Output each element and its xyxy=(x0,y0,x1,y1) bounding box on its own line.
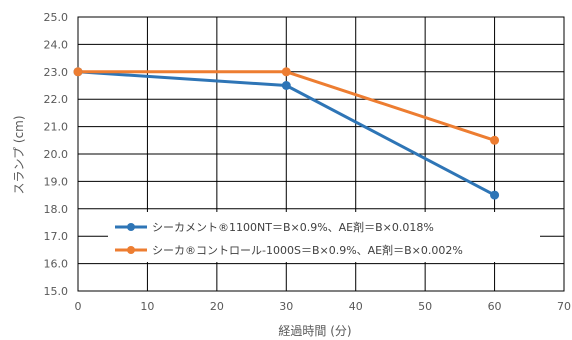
axes xyxy=(77,16,565,292)
x-tick-label-4: 40 xyxy=(349,300,363,313)
y-tick-label-5: 20.0 xyxy=(44,148,69,161)
data-series xyxy=(73,67,500,200)
x-tick-label-7: 70 xyxy=(557,300,571,313)
series-2-point-3 xyxy=(490,135,500,145)
x-tick-label-3: 30 xyxy=(279,300,293,313)
series-2-point-1 xyxy=(73,67,83,77)
y-tick-label-7: 22.0 xyxy=(44,93,69,106)
y-tick-label-2: 17.0 xyxy=(44,230,69,243)
y-tick-label-0: 15.0 xyxy=(44,285,69,298)
y-tick-label-4: 19.0 xyxy=(44,175,69,188)
y-tick-label-8: 23.0 xyxy=(44,66,69,79)
tick-labels: 15.0 16.0 17.0 18.0 19.0 20.0 21.0 22.0 23.0 24.0… xyxy=(44,11,572,313)
legend: シーカメント®1100NT＝B×0.9%、AE剤＝B×0.018% シーカ®コン… xyxy=(108,212,540,262)
series-1-point-3 xyxy=(490,190,500,200)
legend-box xyxy=(108,212,540,262)
legend-entry-2: シーカ®コントロール-1000S＝B×0.9%、AE剤＝B×0.002% xyxy=(152,243,463,257)
series-1-point-2 xyxy=(281,81,291,90)
y-tick-label-6: 21.0 xyxy=(44,121,69,134)
x-tick-label-1: 10 xyxy=(140,300,154,313)
y-tick-label-1: 16.0 xyxy=(44,258,69,271)
legend-swatch-marker-2 xyxy=(127,246,135,254)
x-tick-label-0: 0 xyxy=(75,300,82,313)
x-tick-label-2: 20 xyxy=(210,300,224,313)
series-2-point-2 xyxy=(281,67,291,77)
x-axis-title: 経過時間 (分) xyxy=(278,324,351,338)
x-tick-label-6: 60 xyxy=(488,300,502,313)
legend-swatch-marker-1 xyxy=(127,223,135,231)
y-axis-title: スランプ (cm) xyxy=(12,115,26,194)
y-tick-label-10: 25.0 xyxy=(44,11,69,24)
legend-entry-1: シーカメント®1100NT＝B×0.9%、AE剤＝B×0.018% xyxy=(152,220,434,234)
x-tick-label-5: 50 xyxy=(418,300,432,313)
y-tick-label-3: 18.0 xyxy=(44,203,69,216)
y-tick-label-9: 24.0 xyxy=(44,38,69,51)
plot-area-frame xyxy=(77,16,565,292)
